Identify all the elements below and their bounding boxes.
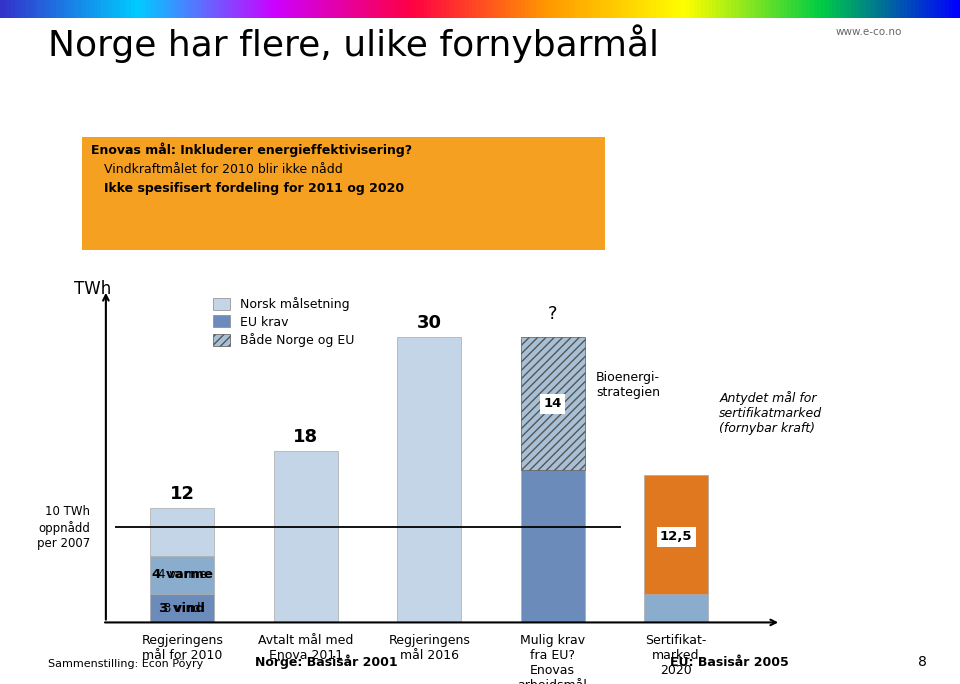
Text: Norge: Basisår 2001: Norge: Basisår 2001 — [255, 655, 397, 669]
Text: 30: 30 — [417, 314, 442, 332]
Text: Sammenstilling: Econ Pöyry: Sammenstilling: Econ Pöyry — [48, 659, 204, 669]
Bar — [520, 471, 585, 622]
Text: www.e-co.no: www.e-co.no — [835, 27, 901, 38]
Text: Ikke spesifisert fordeling for 2011 og 2020: Ikke spesifisert fordeling for 2011 og 2… — [104, 182, 404, 195]
Legend: Norsk målsetning, EU krav, Både Norge og EU: Norsk målsetning, EU krav, Både Norge og… — [213, 297, 354, 347]
Text: 12,5: 12,5 — [660, 530, 692, 544]
Bar — [151, 556, 214, 594]
Text: Vindkraftmålet for 2010 blir ikke nådd: Vindkraftmålet for 2010 blir ikke nådd — [104, 163, 343, 176]
Text: 3 vind: 3 vind — [164, 602, 201, 615]
Bar — [151, 594, 214, 622]
Bar — [644, 594, 708, 622]
Text: 3 vind: 3 vind — [159, 602, 205, 615]
Text: 12: 12 — [170, 485, 195, 503]
Text: 4 varme: 4 varme — [157, 568, 207, 581]
Text: Bioenergi-
strategien: Bioenergi- strategien — [596, 371, 660, 399]
Bar — [644, 475, 708, 594]
Bar — [274, 451, 338, 622]
Text: 4 varme: 4 varme — [152, 568, 213, 581]
Text: EU: Basisår 2005: EU: Basisår 2005 — [670, 656, 789, 669]
Text: Norge har flere, ulike fornybarmål: Norge har flere, ulike fornybarmål — [48, 24, 659, 63]
Bar — [397, 337, 462, 622]
Bar — [151, 508, 214, 556]
Text: ?: ? — [548, 305, 558, 324]
Bar — [520, 337, 585, 471]
Text: Antydet mål for
sertifikatmarked
(fornybar kraft): Antydet mål for sertifikatmarked (fornyb… — [719, 391, 823, 436]
Text: 10 TWh
oppnådd
per 2007: 10 TWh oppnådd per 2007 — [36, 505, 90, 549]
Text: TWh: TWh — [74, 280, 111, 298]
Text: Enovas mål: Inkluderer energieffektivisering?: Enovas mål: Inkluderer energieffektivise… — [91, 142, 413, 157]
Text: 14: 14 — [543, 397, 562, 410]
Text: 18: 18 — [293, 428, 319, 446]
Text: 8: 8 — [918, 655, 926, 669]
